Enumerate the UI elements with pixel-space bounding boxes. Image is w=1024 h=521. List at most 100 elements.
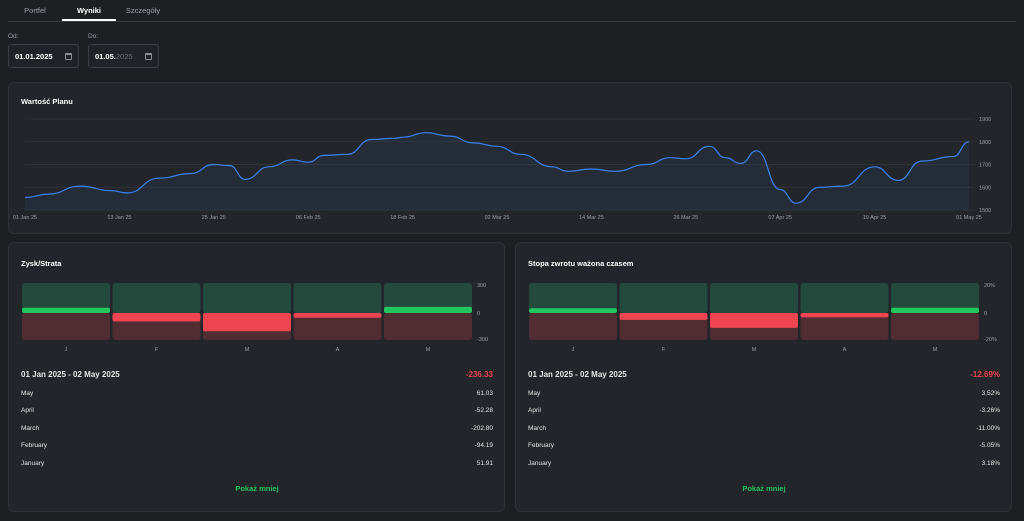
x-tick-label: M bbox=[752, 347, 757, 353]
profit-loss-chart: J F M A M 300 0 -300 bbox=[22, 283, 488, 353]
bar-background-top bbox=[619, 283, 708, 313]
y-tick-label: 1900 bbox=[979, 117, 991, 123]
profit-loss-total: -236.33 bbox=[465, 370, 493, 379]
table-row: March -202.80 bbox=[21, 425, 493, 432]
x-tick-label: 14 Mar 25 bbox=[579, 215, 604, 221]
x-tick-label: J bbox=[572, 347, 575, 353]
x-tick-label: 01 Jan 25 bbox=[13, 215, 37, 221]
table-row: February -5.05% bbox=[528, 442, 1000, 449]
y-tick-label: 300 bbox=[477, 283, 486, 289]
bar bbox=[800, 313, 889, 318]
bar bbox=[203, 313, 291, 332]
row-value: -202.80 bbox=[470, 425, 493, 432]
row-month: January bbox=[528, 460, 552, 467]
x-tick-label: 19 Apr 25 bbox=[863, 215, 887, 221]
plan-value-panel: Wartość Planu 1500 1600 1700 1800 1900 01 Jan… bbox=[8, 82, 1012, 234]
bar-background-top bbox=[203, 283, 291, 313]
table-row: May 3.52% bbox=[528, 390, 1000, 397]
x-tick-label: 06 Feb 25 bbox=[296, 215, 321, 221]
bar bbox=[293, 313, 382, 318]
row-month: January bbox=[21, 460, 45, 467]
table-row: March -11.00% bbox=[528, 425, 1000, 432]
date-to-value: 01.05.2025 bbox=[95, 52, 133, 61]
twr-panel: Stopa zwrotu ważona czasem J F M A M 20% 0 -20%… bbox=[515, 242, 1012, 512]
date-from-field: Od: 01.01.2025 bbox=[8, 33, 79, 68]
y-tick-label: -300 bbox=[477, 337, 488, 343]
tab-wyniki[interactable]: Wyniki bbox=[62, 0, 116, 21]
twr-title: Stopa zwrotu ważona czasem bbox=[528, 259, 634, 268]
row-month: March bbox=[21, 425, 40, 432]
bar-background-top bbox=[529, 283, 617, 313]
x-tick-label: 02 Mar 25 bbox=[485, 215, 510, 221]
show-less-button[interactable]: Pokaż mniej bbox=[235, 484, 279, 493]
y-tick-label: 1800 bbox=[979, 140, 991, 146]
x-tick-label: 01 May 25 bbox=[956, 215, 982, 221]
table-row: January 3.18% bbox=[528, 460, 1000, 467]
row-value: 51.91 bbox=[476, 460, 493, 467]
calendar-icon[interactable] bbox=[65, 52, 72, 60]
table-row: May 61.03 bbox=[21, 390, 493, 397]
bar-background-top bbox=[800, 283, 889, 313]
y-tick-label: 1500 bbox=[979, 208, 991, 214]
profit-loss-period: 01 Jan 2025 - 02 May 2025 bbox=[21, 370, 120, 379]
plan-value-chart: 1500 1600 1700 1800 1900 01 Jan 25 13 Jan 25 25… bbox=[13, 117, 991, 221]
y-tick-label: 1700 bbox=[979, 163, 991, 169]
x-tick-label: 26 Mar 25 bbox=[673, 215, 698, 221]
calendar-icon[interactable] bbox=[145, 52, 152, 60]
bar-background-top bbox=[112, 283, 201, 313]
bar-background-top bbox=[22, 283, 110, 313]
profit-loss-summary: 01 Jan 2025 - 02 May 2025 -236.33 bbox=[21, 370, 493, 379]
row-month: February bbox=[21, 442, 48, 449]
y-tick-label: -20% bbox=[984, 337, 997, 343]
table-row: April -52.28 bbox=[21, 407, 493, 414]
row-month: March bbox=[528, 425, 547, 432]
x-tick-label: A bbox=[843, 347, 847, 353]
table-row: February -94.19 bbox=[21, 442, 493, 449]
y-tick-label: 0 bbox=[477, 311, 480, 317]
date-to-label: Do: bbox=[88, 33, 99, 40]
row-value: 3.52% bbox=[981, 390, 1000, 397]
bar bbox=[619, 313, 708, 320]
table-row: April -3.26% bbox=[528, 407, 1000, 414]
bar-background-top bbox=[293, 283, 382, 313]
x-tick-label: 25 Jan 25 bbox=[202, 215, 226, 221]
tab-portfel[interactable]: Portfel bbox=[24, 6, 46, 15]
bar-background-bottom bbox=[384, 313, 472, 340]
x-tick-label: F bbox=[155, 347, 159, 353]
profit-loss-title: Zysk/Strata bbox=[21, 259, 62, 268]
twr-total: -12.69% bbox=[970, 370, 1000, 379]
bar bbox=[891, 307, 979, 313]
show-less-button[interactable]: Pokaż mniej bbox=[742, 484, 786, 493]
x-tick-label: F bbox=[662, 347, 666, 353]
bar-background-bottom bbox=[22, 313, 110, 340]
x-tick-label: 07 Apr 25 bbox=[768, 215, 792, 221]
x-tick-label: A bbox=[336, 347, 340, 353]
x-tick-label: J bbox=[65, 347, 68, 353]
date-from-input[interactable]: 01.01.2025 bbox=[8, 44, 79, 68]
plan-value-title: Wartość Planu bbox=[21, 97, 73, 106]
area-fill bbox=[25, 132, 969, 210]
row-month: February bbox=[528, 442, 555, 449]
date-to-input[interactable]: 01.05.2025 bbox=[88, 44, 159, 68]
x-tick-label: M bbox=[426, 347, 431, 353]
twr-period: 01 Jan 2025 - 02 May 2025 bbox=[528, 370, 627, 379]
bar bbox=[112, 313, 201, 322]
row-month: May bbox=[21, 390, 34, 397]
row-value: -5.05% bbox=[979, 442, 1000, 449]
row-value: -11.00% bbox=[976, 425, 1000, 432]
row-value: -94.19 bbox=[474, 442, 493, 449]
y-tick-label: 1600 bbox=[979, 185, 991, 191]
bar-background-bottom bbox=[293, 313, 382, 340]
date-from-label: Od: bbox=[8, 33, 19, 40]
tab-szczegoly[interactable]: Szczegóły bbox=[125, 6, 161, 15]
profit-loss-panel: Zysk/Strata J F M A M 300 0 -300 01 Jan 2025 - … bbox=[8, 242, 505, 512]
bar-background-bottom bbox=[800, 313, 889, 340]
date-to-field: Do: 01.05.2025 bbox=[88, 33, 159, 68]
row-month: April bbox=[528, 407, 542, 414]
x-tick-label: M bbox=[933, 347, 938, 353]
row-value: -3.26% bbox=[979, 407, 1000, 414]
bar bbox=[710, 313, 798, 328]
bar bbox=[22, 307, 110, 313]
table-row: January 51.91 bbox=[21, 460, 493, 467]
bar-background-bottom bbox=[891, 313, 979, 340]
